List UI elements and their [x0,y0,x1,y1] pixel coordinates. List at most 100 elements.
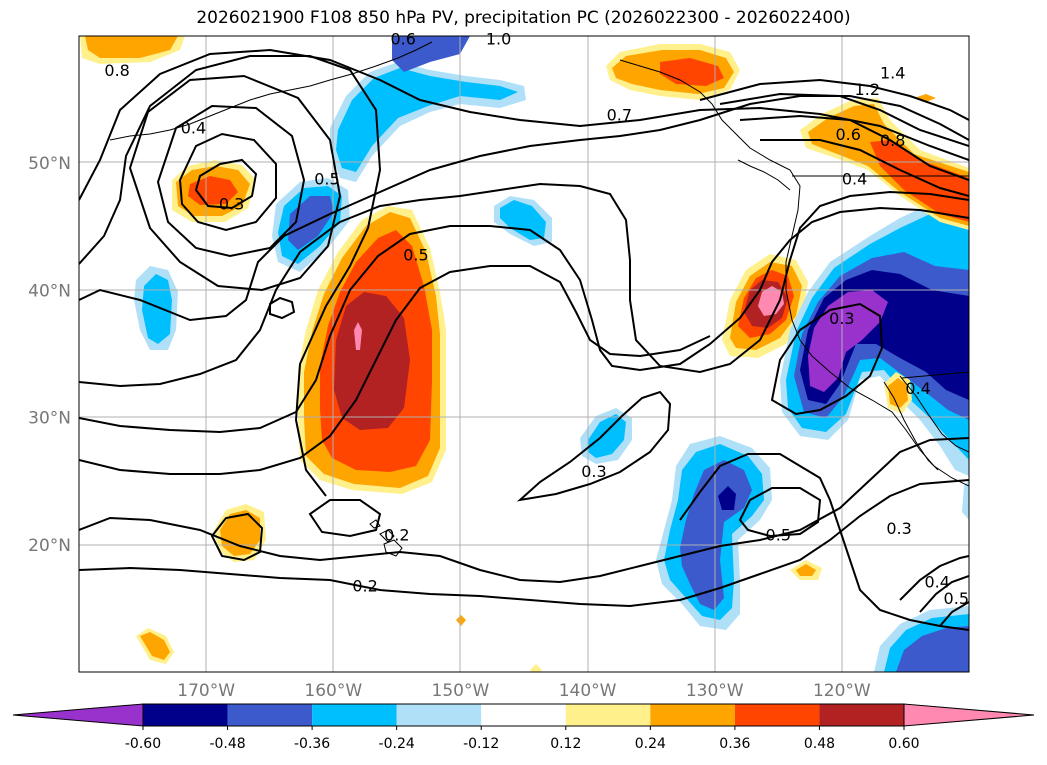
contour-southwest-loop [210,512,264,562]
contour-bottomright-2 [919,575,969,613]
colorbar-bin-0 [143,704,228,726]
contour-wave-small [516,390,672,502]
longitude-labels: 170°W 160°W 150°W 140°W 130°W 120°W [177,681,871,701]
shade-north-top-negative [392,36,470,72]
contour-band-6 [79,265,711,475]
shade-coast-positive-max [758,286,784,316]
colorbar-label-6: 0.24 [635,736,666,752]
contour-label-1: 0.4 [181,118,206,137]
colorbar-label-5: 0.12 [550,736,581,752]
hawaii-island-2 [369,519,381,529]
contour-bottomright-1 [899,555,969,601]
shade-left-negative-core [142,274,172,344]
contour-label-2: 0.3 [219,195,244,214]
contour-northeast-dense-1 [699,78,969,121]
colorbar-bin-5 [565,704,651,726]
contour-label-0: 0.8 [104,61,129,80]
lat-label-0: 50°N [28,154,71,174]
contour-bottomright-3 [939,601,969,627]
shade-northeast-positive-inner [870,140,969,222]
coastline-vancouver [737,159,791,191]
colorbar-bin-3 [396,704,482,726]
contour-band-5 [79,206,969,434]
shade-east-negative-max [808,290,888,392]
colorbar-label-3: -0.24 [379,736,415,752]
shade-north-negative-core [336,68,518,172]
lon-label-5: 120°W [813,681,871,701]
shade-south-small-positive-3-core [796,564,816,576]
colorbar: -0.60 -0.48 -0.36 -0.24 -0.12 0.12 0.24 0.36 0.4… [12,703,1035,752]
shade-bottomright-negative-inner [896,626,969,672]
colorbar-bin-2 [312,704,397,726]
shade-south-negative-heavy [718,486,736,510]
shade-plume-positive-max [354,322,362,350]
colorbar-bin-8 [819,704,904,726]
contour-label-10: 0.6 [835,125,860,144]
latitude-labels: 50°N 40°N 30°N 20°N [28,154,71,556]
shade-center-south-negative-core [588,414,626,458]
shade-low-positive-inner [188,176,238,205]
lon-label-2: 150°W [432,681,490,701]
colorbar-label-2: -0.36 [294,736,330,752]
coastline-baja [883,381,939,471]
colorbar-label-0: -0.60 [125,736,161,752]
contour-label-12: 0.4 [842,169,867,188]
colorbar-extend-high [903,703,1035,727]
contour-low-inner [194,158,258,210]
contour-band-2 [79,55,382,497]
contour-label-19: 0.3 [886,519,911,538]
contour-low-4 [128,74,342,292]
colorbar-label-9: 0.60 [888,736,919,752]
contour-label-6: 0.5 [403,246,428,265]
contour-label-21: 0.5 [944,589,969,608]
colorbar-bin-4 [481,704,566,726]
contour-northeast-dense-4 [760,139,969,197]
shade-center-north-negative-core [500,200,546,240]
colorbar-bin-6 [650,704,735,726]
colorbar-extend-low [12,703,144,727]
lon-label-3: 140°W [559,681,617,701]
precipitation-shading [80,36,969,672]
contour-label-14: 0.4 [905,379,930,398]
lat-label-2: 30°N [28,409,71,429]
shade-dot-positive-1 [456,615,466,626]
map-title: 2026021900 F108 850 hPa PV, precipitatio… [196,8,851,28]
contour-northeast-dense-3 [739,114,969,181]
lon-label-0: 170°W [177,681,235,701]
shade-south-small-positive-2-core [140,632,170,660]
contour-label-8: 1.4 [880,64,905,83]
contour-small-loop [269,296,296,320]
contour-south-wave [679,453,969,631]
lat-label-3: 20°N [28,536,71,556]
contour-south-loop [738,487,822,538]
contour-label-13: 0.3 [829,309,854,328]
contour-label-18: 0.2 [352,576,377,595]
contour-low-2 [178,132,277,232]
pv-contours [79,48,969,631]
gridlines [79,36,969,672]
plot-frame [78,35,970,673]
contour-low-3 [156,104,306,258]
lon-label-1: 160°W [304,681,362,701]
border-us-mexico [901,371,969,379]
contour-label-7: 0.7 [607,106,632,125]
colorbar-bin-7 [734,704,820,726]
contour-label-5: 1.0 [486,29,511,48]
coastline-gulf [899,375,969,453]
contour-east-loop [770,302,884,416]
colorbar-label-4: -0.12 [463,736,499,752]
contour-label-9: 1.2 [855,80,880,99]
contour-label-17: 0.2 [384,525,409,544]
contour-label-16: 0.5 [766,525,791,544]
hawaii-island-1 [379,529,395,543]
contour-band-1 [79,48,969,201]
colorbar-frame [142,703,905,727]
contour-northeast-dense-2 [719,92,969,147]
contour-label-4: 0.6 [390,29,415,48]
shade-alaska-positive-inner [660,58,724,86]
colorbar-bin-1 [227,704,313,726]
shade-neg-near-hawaii [962,480,969,520]
coastline-alaska-islands [109,41,433,141]
shade-topleft-positive-core [85,36,178,58]
